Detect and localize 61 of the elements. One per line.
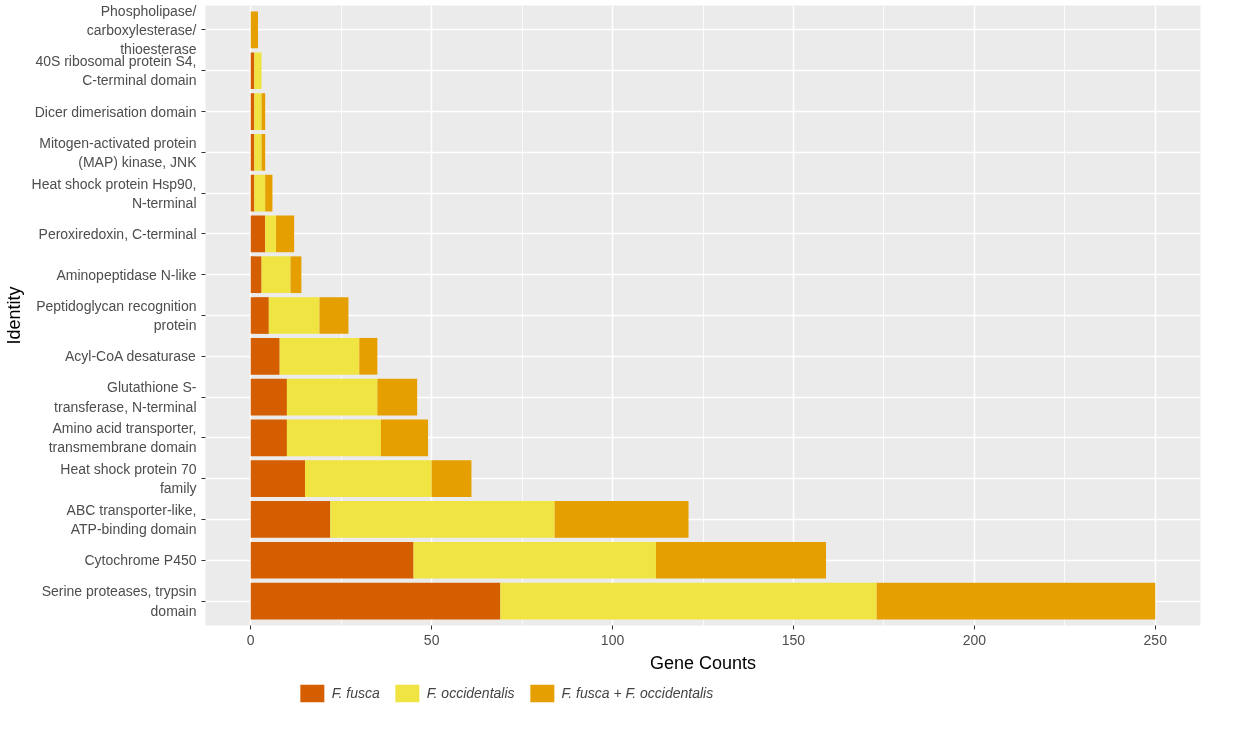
bar xyxy=(276,215,295,253)
bar xyxy=(250,256,262,294)
y-tick-label: Peptidoglycan recognition protein xyxy=(36,297,197,334)
bar xyxy=(265,174,273,212)
bar xyxy=(655,541,827,579)
x-tick-label: 200 xyxy=(962,631,987,648)
bar xyxy=(254,133,262,171)
y-axis-title: Identity xyxy=(3,286,24,345)
bar xyxy=(554,501,689,538)
y-tick-label: Glutathione S- transferase, N-terminal xyxy=(54,379,197,415)
bar xyxy=(250,297,269,334)
y-tick-label: ABC transporter-like, ATP-binding domain xyxy=(66,501,197,538)
y-tick-label: Peroxiredoxin, C-terminal xyxy=(38,225,197,242)
legend-label: F. fusca xyxy=(331,685,380,701)
bar xyxy=(500,582,877,620)
x-tick-label: 0 xyxy=(246,631,255,648)
y-tick-label: Serine proteases, trypsin domain xyxy=(41,583,197,619)
bar xyxy=(268,297,320,334)
bar xyxy=(413,541,656,579)
bar xyxy=(250,11,258,49)
bar xyxy=(377,378,418,416)
bar xyxy=(876,582,1156,620)
y-tick-label: Mitogen-activated protein (MAP) kinase, JNK xyxy=(39,134,198,170)
bar xyxy=(290,256,302,294)
x-tick-label: 250 xyxy=(1143,631,1168,648)
bar xyxy=(254,52,262,90)
y-tick-label: Cytochrome P450 xyxy=(84,552,197,569)
bar xyxy=(330,501,555,538)
bar xyxy=(250,337,280,375)
bar xyxy=(250,582,501,620)
bar xyxy=(380,419,429,457)
bar xyxy=(286,378,378,416)
bar xyxy=(359,337,378,375)
bar xyxy=(254,93,262,130)
y-tick-label: Acyl-CoA desaturase xyxy=(65,348,196,365)
x-axis-title: Gene Counts xyxy=(649,652,757,673)
bar xyxy=(319,297,349,334)
bar xyxy=(250,460,305,498)
bar xyxy=(250,501,331,538)
bar xyxy=(250,419,287,457)
bar xyxy=(286,419,381,457)
y-tick-label: Amino acid transporter, transmembrane domain xyxy=(48,420,197,456)
bar xyxy=(261,256,291,294)
bar xyxy=(265,215,277,253)
x-tick-label: 50 xyxy=(423,631,440,648)
x-tick-label: 100 xyxy=(600,631,625,648)
y-tick-label: Heat shock protein Hsp90, N-terminal xyxy=(31,175,197,211)
y-tick-label: 40S ribosomal protein S4, C-terminal domain xyxy=(35,53,197,89)
bar xyxy=(250,541,414,579)
y-tick-label: Heat shock protein 70 family xyxy=(60,461,197,497)
y-tick-label: Dicer dimerisation domain xyxy=(34,103,197,120)
bar xyxy=(431,460,472,498)
bar xyxy=(250,378,287,416)
y-tick-label: Aminopeptidase N-like xyxy=(56,266,197,283)
legend-label: F. occidentalis xyxy=(426,685,515,701)
bar xyxy=(250,215,266,253)
legend-label: F. fusca + F. occidentalis xyxy=(561,685,714,701)
bar xyxy=(254,174,266,212)
bar xyxy=(305,460,432,498)
x-tick-label: 150 xyxy=(781,631,806,648)
bar xyxy=(279,337,360,375)
